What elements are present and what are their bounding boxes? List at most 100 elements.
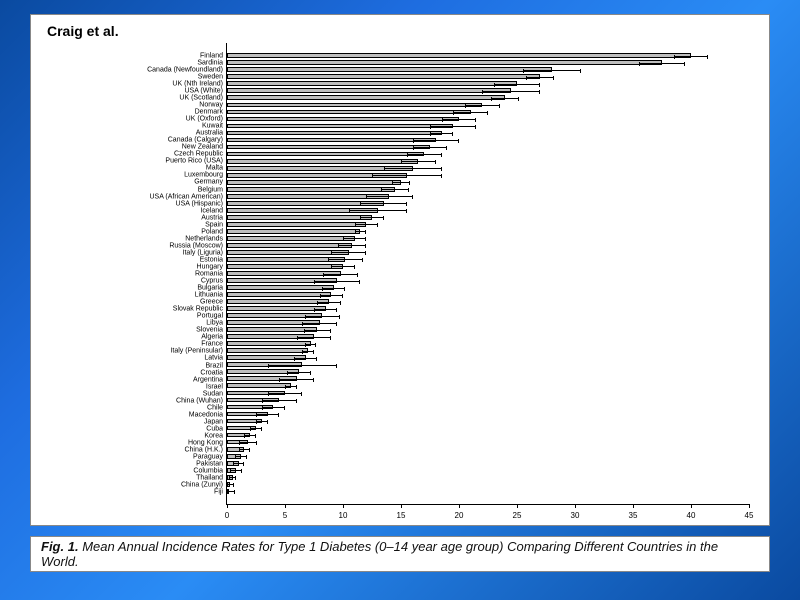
bar	[227, 306, 326, 311]
y-axis-label: Croatia	[200, 369, 223, 376]
error-bar	[331, 252, 366, 253]
y-axis-label: Estonia	[200, 256, 223, 263]
error-bar	[294, 358, 317, 359]
bar	[227, 341, 311, 346]
y-axis-label: Brazil	[205, 362, 223, 369]
error-bar	[235, 456, 247, 457]
error-bar	[338, 245, 366, 246]
error-bar	[305, 316, 340, 317]
error-bar	[323, 274, 358, 275]
error-bar	[384, 168, 442, 169]
error-bar	[413, 140, 459, 141]
y-axis-label: Lithuania	[195, 292, 223, 299]
error-bar	[239, 442, 258, 443]
y-axis-label: Romania	[195, 271, 223, 278]
error-bar	[302, 323, 337, 324]
x-axis-tick	[575, 504, 576, 508]
y-axis-label: Puerto Rico (USA)	[165, 158, 223, 165]
error-bar	[302, 351, 314, 352]
bar	[227, 299, 329, 304]
y-axis-label: France	[201, 341, 223, 348]
bar	[227, 67, 552, 72]
bar	[227, 292, 331, 297]
error-bar	[233, 463, 245, 464]
error-bar	[304, 330, 332, 331]
error-bar	[381, 189, 409, 190]
x-axis-label: 20	[455, 511, 464, 520]
y-axis-label: Cyprus	[201, 278, 223, 285]
error-bar	[250, 428, 262, 429]
error-bar	[491, 98, 519, 99]
y-axis-labels: FinlandSardiniaCanada (Newfoundland)Swed…	[41, 43, 223, 505]
plot-box: 051015202530354045	[226, 43, 749, 505]
error-bar	[442, 119, 477, 120]
y-axis-label: Iceland	[200, 207, 223, 214]
figure-label: Fig. 1.	[41, 539, 79, 554]
y-axis-label: Japan	[204, 418, 223, 425]
x-axis-tick	[459, 504, 460, 508]
error-bar	[227, 491, 235, 492]
y-axis-label: Malta	[206, 165, 223, 172]
y-axis-label: Portugal	[197, 313, 223, 320]
error-bar	[314, 281, 360, 282]
y-axis-label: Norway	[199, 102, 223, 109]
error-bar	[268, 365, 338, 366]
y-axis-label: Australia	[196, 130, 223, 137]
bar	[227, 74, 540, 79]
error-bar	[526, 77, 554, 78]
x-axis-label: 15	[397, 511, 406, 520]
error-bar	[317, 302, 340, 303]
bar	[227, 131, 442, 136]
bar	[227, 145, 430, 150]
bar	[227, 110, 471, 115]
y-axis-label: USA (Hispanic)	[176, 200, 223, 207]
error-bar	[320, 295, 343, 296]
error-bar	[355, 224, 378, 225]
error-bar	[239, 449, 251, 450]
error-bar	[401, 161, 436, 162]
y-axis-label: Cuba	[206, 425, 223, 432]
bar	[227, 124, 453, 129]
bar	[227, 60, 662, 65]
bar	[227, 88, 511, 93]
error-bar	[430, 133, 453, 134]
bar	[227, 285, 334, 290]
bar	[227, 117, 459, 122]
bar	[227, 187, 395, 192]
bar	[227, 264, 343, 269]
bar	[227, 229, 360, 234]
y-axis-label: Thailand	[196, 475, 223, 482]
y-axis-label: Canada (Calgary)	[168, 137, 223, 144]
x-axis-tick	[227, 504, 228, 508]
y-axis-label: Spain	[205, 221, 223, 228]
y-axis-label: Korea	[204, 432, 223, 439]
error-bar	[256, 421, 268, 422]
error-bar	[285, 386, 297, 387]
y-axis-label: Finland	[200, 52, 223, 59]
x-axis-tick	[691, 504, 692, 508]
bar	[227, 81, 517, 86]
bar	[227, 53, 691, 58]
y-axis-label: Pakistan	[196, 461, 223, 468]
y-axis-label: Czech Republic	[174, 151, 223, 158]
y-axis-label: UK (Scotland)	[179, 95, 223, 102]
y-axis-label: Hong Kong	[188, 439, 223, 446]
y-axis-label: Sudan	[203, 390, 223, 397]
error-bar	[314, 309, 337, 310]
y-axis-label: USA (African American)	[149, 193, 223, 200]
bar	[227, 180, 401, 185]
y-axis-label: Denmark	[195, 109, 223, 116]
y-axis-label: Libya	[206, 320, 223, 327]
chart-plot-area: 051015202530354045	[226, 43, 749, 505]
error-bar	[331, 266, 354, 267]
source-label: Craig et al.	[47, 23, 759, 39]
error-bar	[349, 210, 407, 211]
error-bar	[355, 231, 367, 232]
y-axis-label: Slovenia	[196, 327, 223, 334]
y-axis-label: Italy (Liguria)	[183, 249, 223, 256]
y-axis-label: China (Wuhan)	[176, 397, 223, 404]
bar	[227, 95, 505, 100]
x-axis-label: 45	[745, 511, 754, 520]
x-axis-label: 35	[629, 511, 638, 520]
bar	[227, 159, 418, 164]
